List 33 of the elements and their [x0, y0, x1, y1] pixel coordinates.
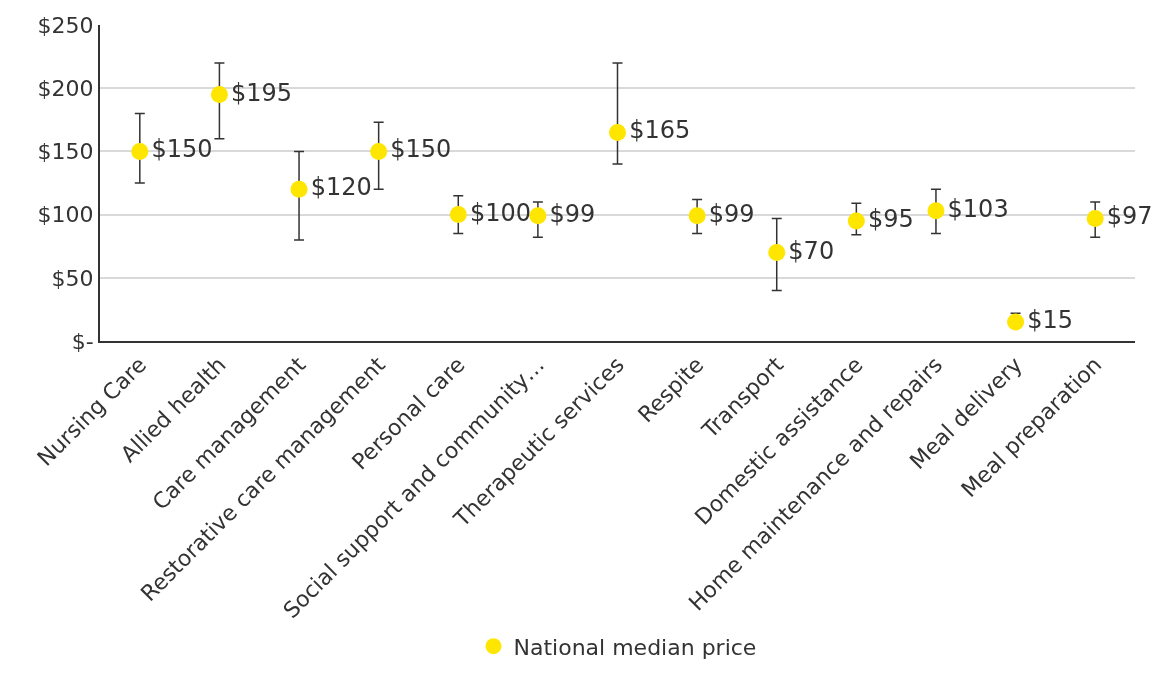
- y-tick-label: $-: [71, 328, 94, 354]
- point: [529, 207, 547, 225]
- point: [1086, 209, 1104, 227]
- point: [370, 142, 388, 160]
- data-label: $15: [1027, 306, 1074, 335]
- y-tick-label: $250: [37, 12, 94, 38]
- point: [210, 86, 228, 104]
- legend-label: National median price: [513, 634, 757, 660]
- y-tick-label: $200: [37, 75, 94, 101]
- point: [927, 202, 945, 220]
- data-label: $195: [231, 78, 293, 107]
- y-tick-label: $100: [37, 202, 94, 228]
- y-tick-label: $50: [51, 265, 94, 291]
- data-label: $97: [1106, 202, 1153, 231]
- data-label: $165: [629, 116, 691, 145]
- data-label: $95: [867, 204, 914, 233]
- y-tick-label: $150: [37, 139, 94, 165]
- data-label: $100: [469, 198, 531, 227]
- point: [609, 123, 626, 141]
- data-label: $99: [549, 199, 596, 228]
- data-label: $103: [947, 194, 1009, 223]
- data-label: $99: [708, 199, 755, 228]
- point: [131, 142, 149, 160]
- point: [1007, 313, 1025, 331]
- point: [768, 244, 786, 262]
- point: [290, 180, 308, 198]
- point: [449, 206, 467, 224]
- point: [688, 207, 706, 225]
- data-label: $120: [310, 173, 372, 202]
- data-label: $150: [390, 135, 452, 164]
- data-label: $70: [788, 236, 835, 265]
- data-label: $150: [151, 135, 213, 164]
- point: [847, 212, 865, 230]
